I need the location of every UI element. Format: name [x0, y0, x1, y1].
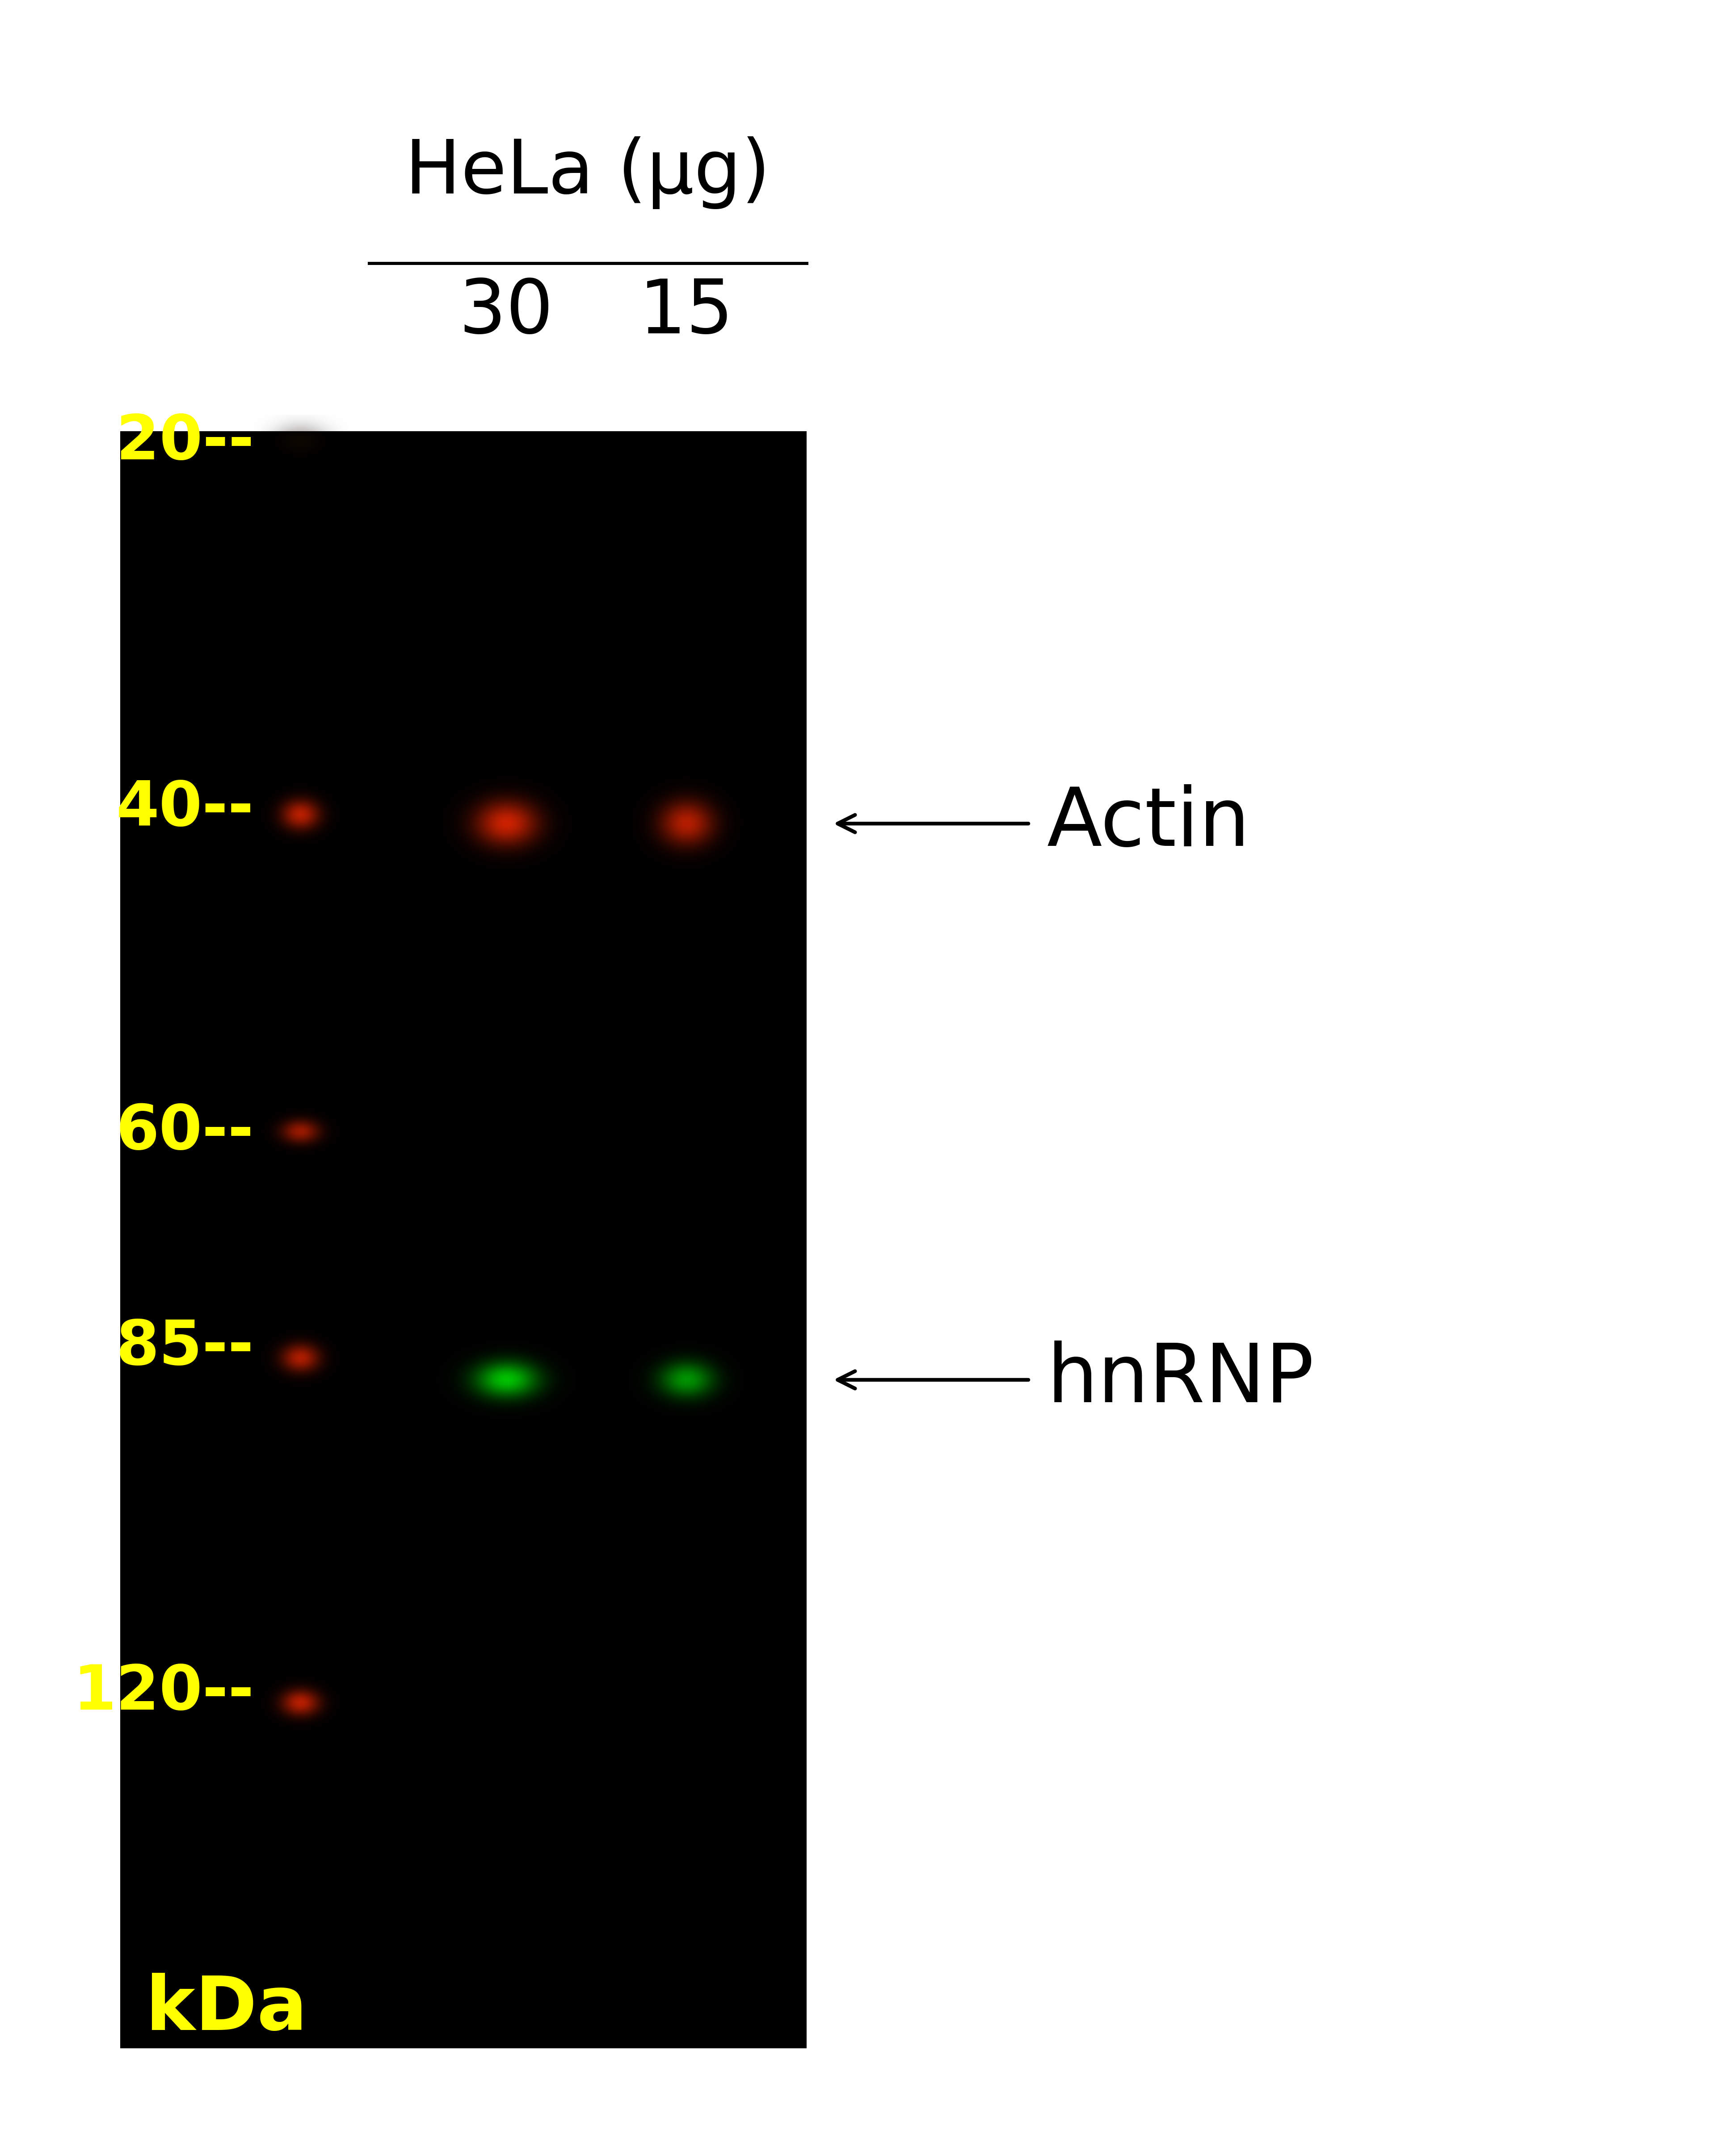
Text: 30: 30 — [458, 276, 554, 349]
Bar — [120, 431, 807, 2048]
Text: hnRNP: hnRNP — [1047, 1341, 1314, 1419]
Text: 20--: 20-- — [117, 412, 254, 472]
Text: 40--: 40-- — [117, 778, 254, 839]
Text: 120--: 120-- — [72, 1662, 254, 1723]
Text: 15: 15 — [638, 276, 734, 349]
Text: kDa: kDa — [146, 1973, 307, 2046]
Text: 85--: 85-- — [117, 1317, 254, 1378]
Text: Actin: Actin — [1047, 785, 1249, 862]
Text: 60--: 60-- — [117, 1102, 254, 1162]
Text: HeLa (μg): HeLa (μg) — [405, 136, 770, 209]
